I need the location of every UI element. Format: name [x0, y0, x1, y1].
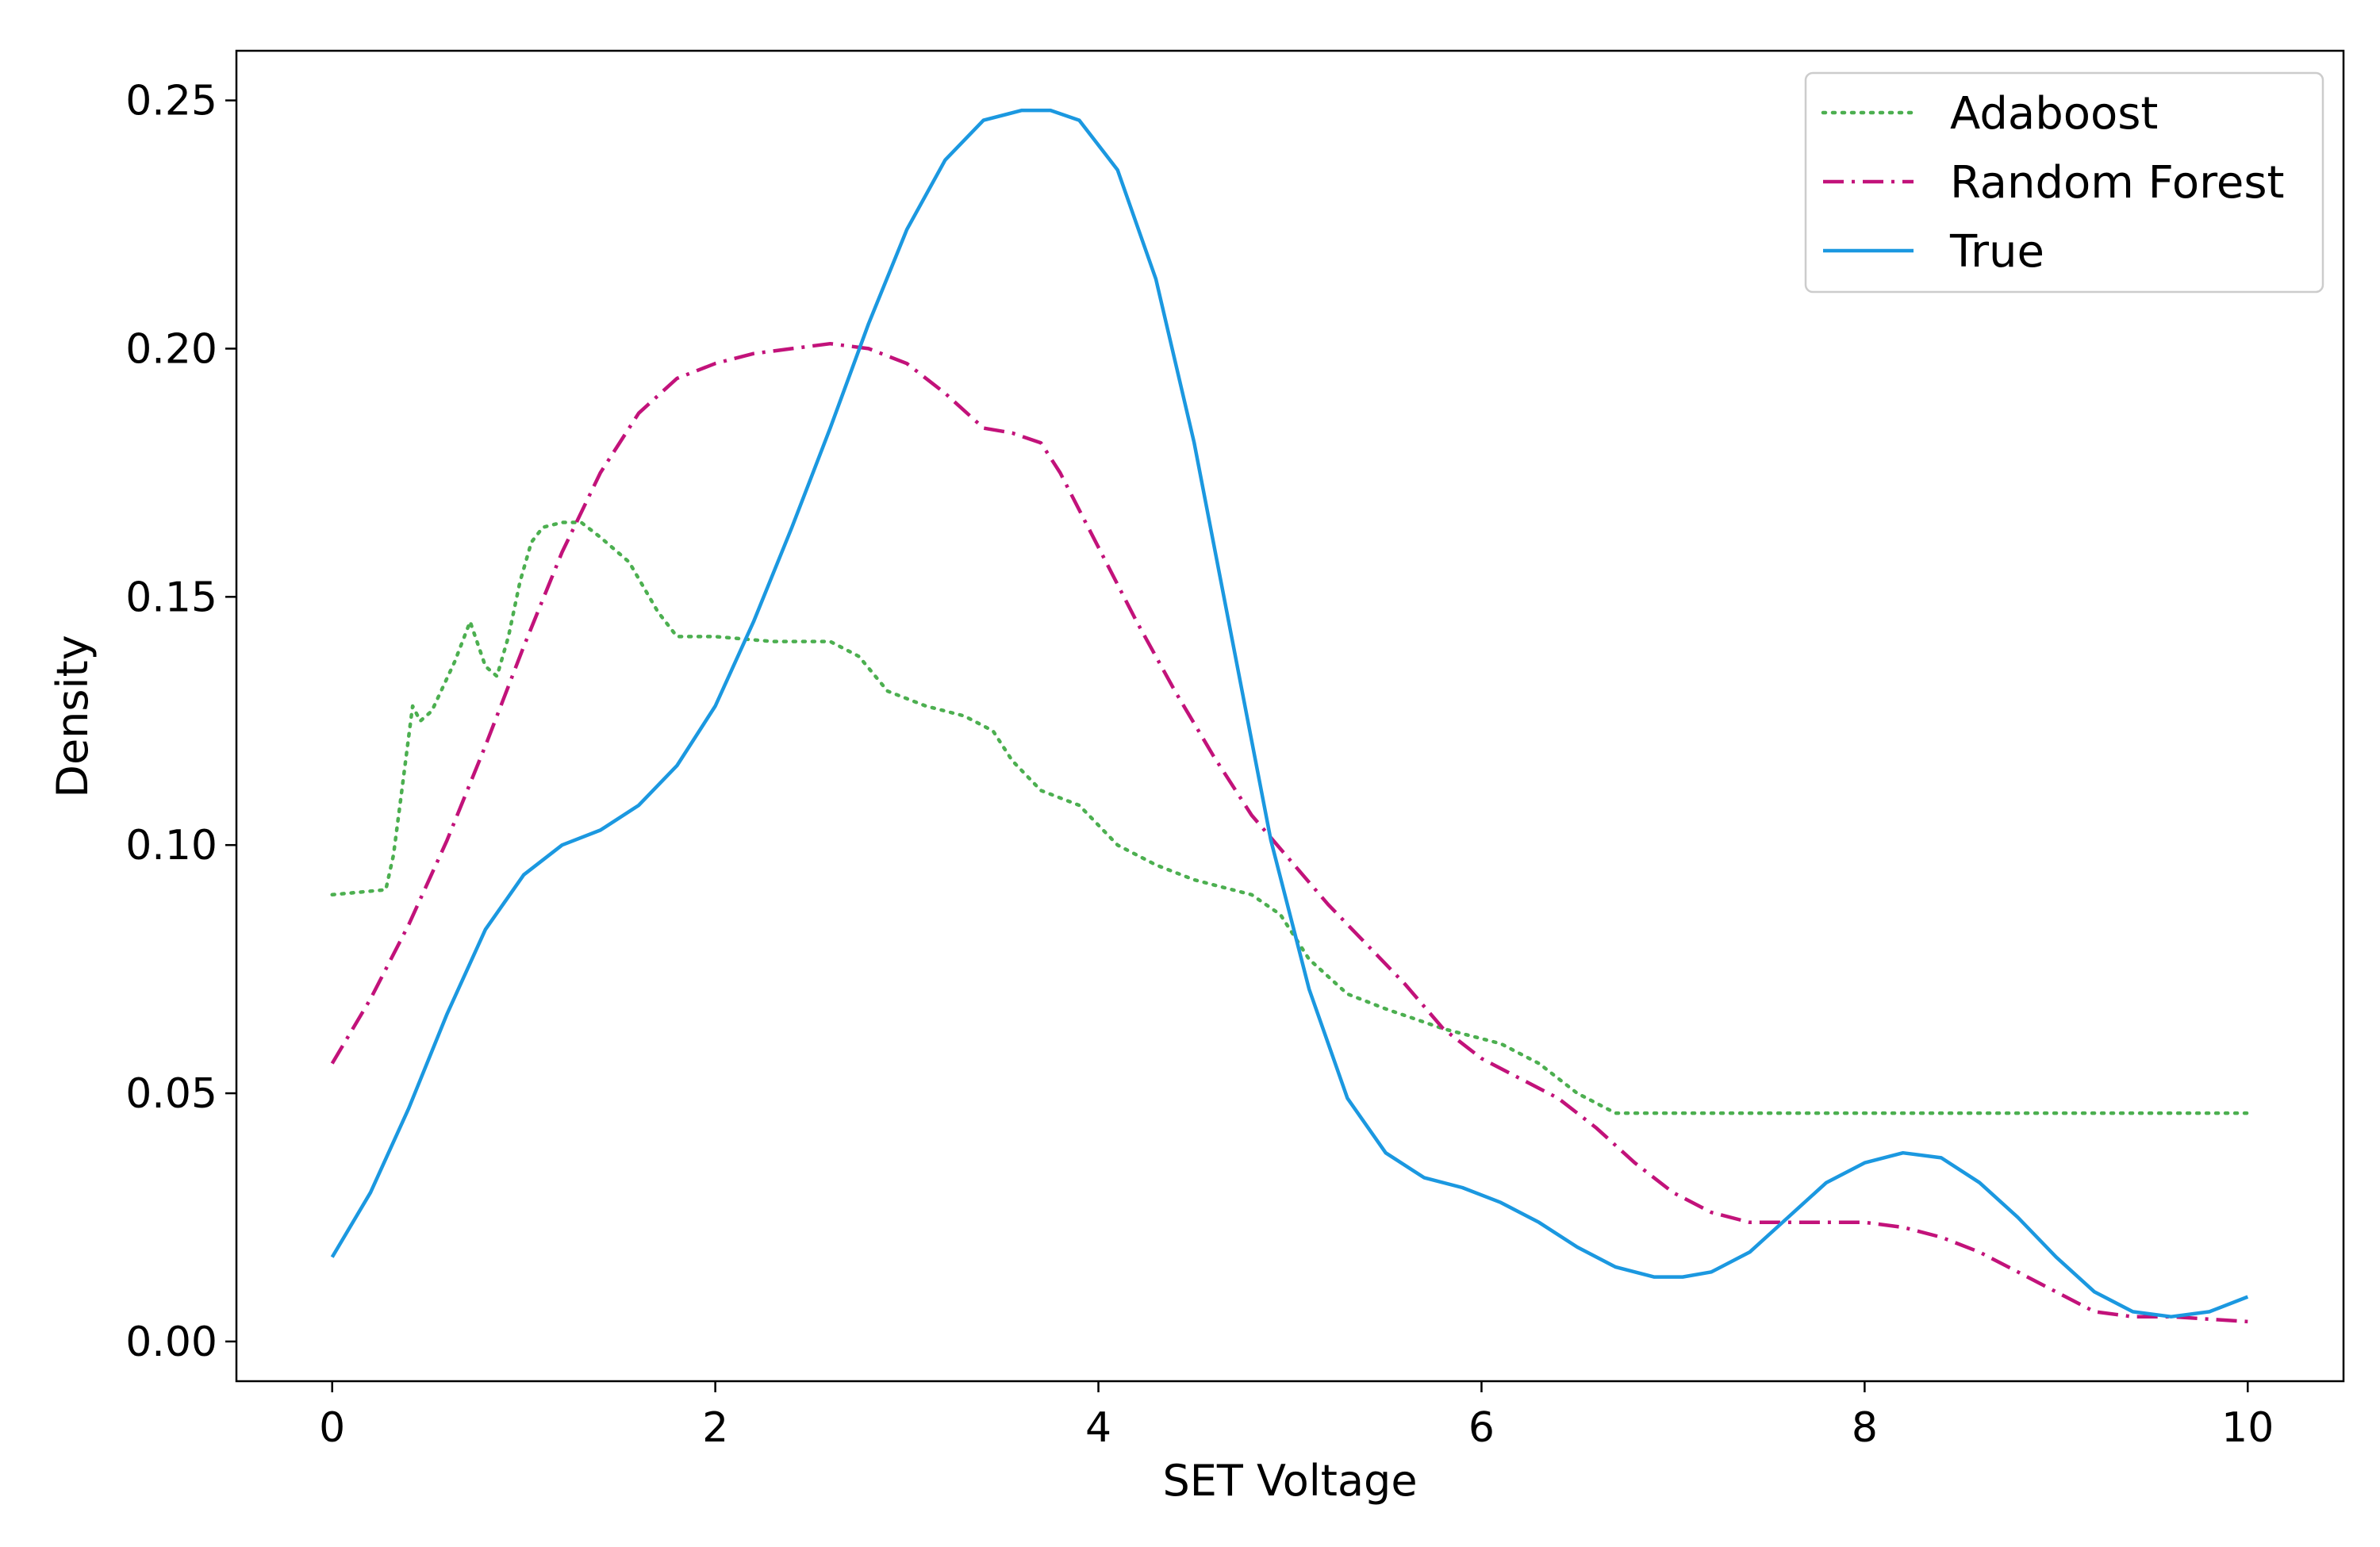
series-line-adaboost: [330, 520, 2250, 1115]
y-tick-label: 0.10: [125, 822, 217, 869]
x-tick-label: 10: [2221, 1404, 2274, 1452]
legend-label: Random Forest: [1950, 157, 2285, 209]
y-tick-label: 0.00: [125, 1319, 217, 1366]
x-tick-label: 4: [1085, 1404, 1111, 1452]
series-line-true: [330, 108, 2249, 1319]
y-tick-label: 0.05: [125, 1070, 217, 1118]
y-tick-label: 0.15: [125, 574, 217, 621]
x-tick-label: 6: [1468, 1404, 1495, 1452]
plot-frame: [235, 49, 2345, 1383]
series-line-random-forest: [330, 341, 2248, 1324]
y-tick-label: 0.25: [125, 78, 217, 125]
x-axis: 0 2 4 6 8 10: [319, 1381, 2274, 1452]
series-layer: [330, 108, 2250, 1324]
y-axis: 0.00 0.05 0.10 0.15 0.20 0.25: [125, 78, 236, 1366]
y-tick-label: 0.20: [125, 325, 217, 373]
legend-label: Adaboost: [1950, 88, 2158, 140]
x-tick-label: 8: [1852, 1404, 1878, 1452]
x-tick-label: 0: [319, 1404, 345, 1452]
y-axis-label: Density: [48, 635, 98, 797]
legend: Adaboost Random Forest True: [1804, 71, 2324, 294]
legend-label: True: [1949, 226, 2044, 278]
x-axis-label: SET Voltage: [1162, 1456, 1417, 1506]
legend-frame: [1804, 71, 2324, 294]
x-tick-label: 2: [702, 1404, 728, 1452]
